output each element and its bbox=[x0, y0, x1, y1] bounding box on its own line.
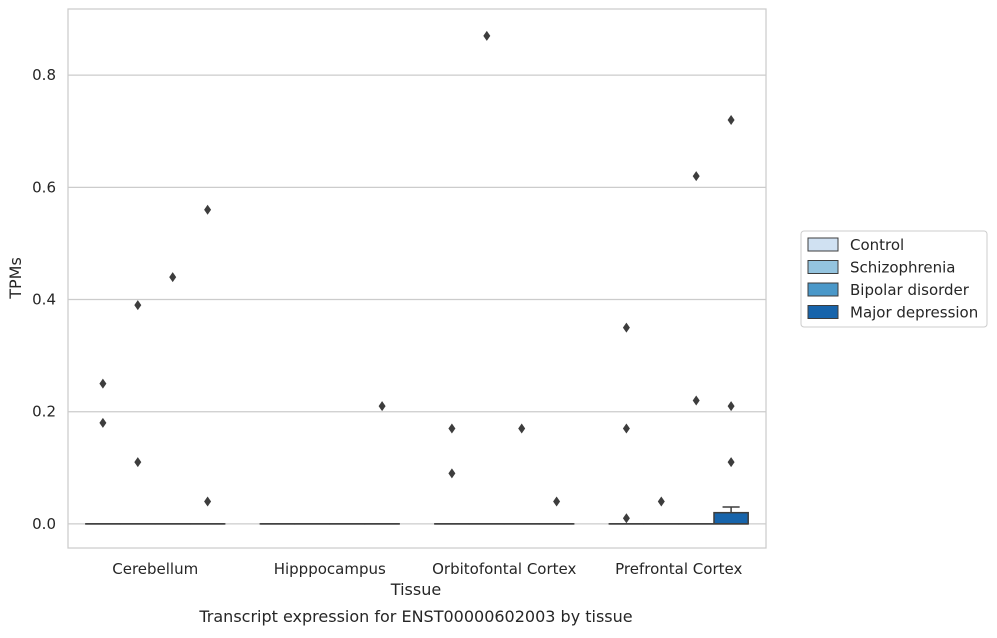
outlier-point bbox=[448, 424, 455, 434]
outlier-point bbox=[623, 424, 630, 434]
outlier-point bbox=[448, 468, 455, 478]
gridlines bbox=[68, 75, 766, 524]
x-tick-label: Cerebellum bbox=[112, 560, 198, 578]
outlier-point bbox=[623, 323, 630, 333]
outlier-point bbox=[658, 496, 665, 506]
y-tick-label: 0.4 bbox=[32, 291, 56, 309]
legend-swatch bbox=[808, 306, 838, 319]
outlier-point bbox=[99, 418, 106, 428]
outlier-point bbox=[204, 496, 211, 506]
x-axis-label: Tissue bbox=[390, 580, 441, 599]
x-tick-label: Orbitofontal Cortex bbox=[432, 560, 576, 578]
outlier-point bbox=[518, 424, 525, 434]
y-tick-label: 0.8 bbox=[32, 66, 56, 84]
chart-caption: Transcript expression for ENST0000060200… bbox=[198, 607, 632, 626]
outlier-point bbox=[693, 395, 700, 405]
legend-label: Bipolar disorder bbox=[850, 281, 970, 299]
boxes bbox=[86, 507, 748, 524]
outlier-point bbox=[204, 205, 211, 215]
x-tick-label: Prefrontal Cortex bbox=[615, 560, 742, 578]
outlier-point bbox=[553, 496, 560, 506]
outlier-point bbox=[134, 300, 141, 310]
outlier-point bbox=[693, 171, 700, 181]
y-tick-labels: 0.0 0.2 0.4 0.6 0.8 bbox=[32, 66, 56, 533]
y-tick-label: 0.0 bbox=[32, 515, 56, 533]
legend-label: Schizophrenia bbox=[850, 259, 955, 277]
outlier-point bbox=[728, 401, 735, 411]
x-tick-labels: Cerebellum Hipppocampus Orbitofontal Corte… bbox=[112, 560, 742, 578]
legend-swatch bbox=[808, 261, 838, 274]
legend-swatch bbox=[808, 283, 838, 296]
box bbox=[714, 513, 748, 524]
outlier-point bbox=[728, 115, 735, 125]
box-3-3 bbox=[714, 507, 748, 524]
outlier-point bbox=[169, 272, 176, 282]
x-tick-label: Hipppocampus bbox=[274, 560, 386, 578]
y-axis-label: TPMs bbox=[6, 257, 25, 300]
outliers bbox=[99, 31, 734, 523]
outlier-point bbox=[623, 513, 630, 523]
y-tick-label: 0.2 bbox=[32, 403, 56, 421]
outlier-point bbox=[134, 457, 141, 467]
y-tick-label: 0.6 bbox=[32, 178, 56, 196]
legend-swatch bbox=[808, 238, 838, 251]
legend-label: Major depression bbox=[850, 304, 978, 322]
outlier-point bbox=[483, 31, 490, 41]
outlier-point bbox=[99, 379, 106, 389]
legend: Control Schizophrenia Bipolar disorder Majo… bbox=[801, 231, 987, 327]
outlier-point bbox=[379, 401, 386, 411]
legend-label: Control bbox=[850, 236, 904, 254]
outlier-point bbox=[728, 457, 735, 467]
